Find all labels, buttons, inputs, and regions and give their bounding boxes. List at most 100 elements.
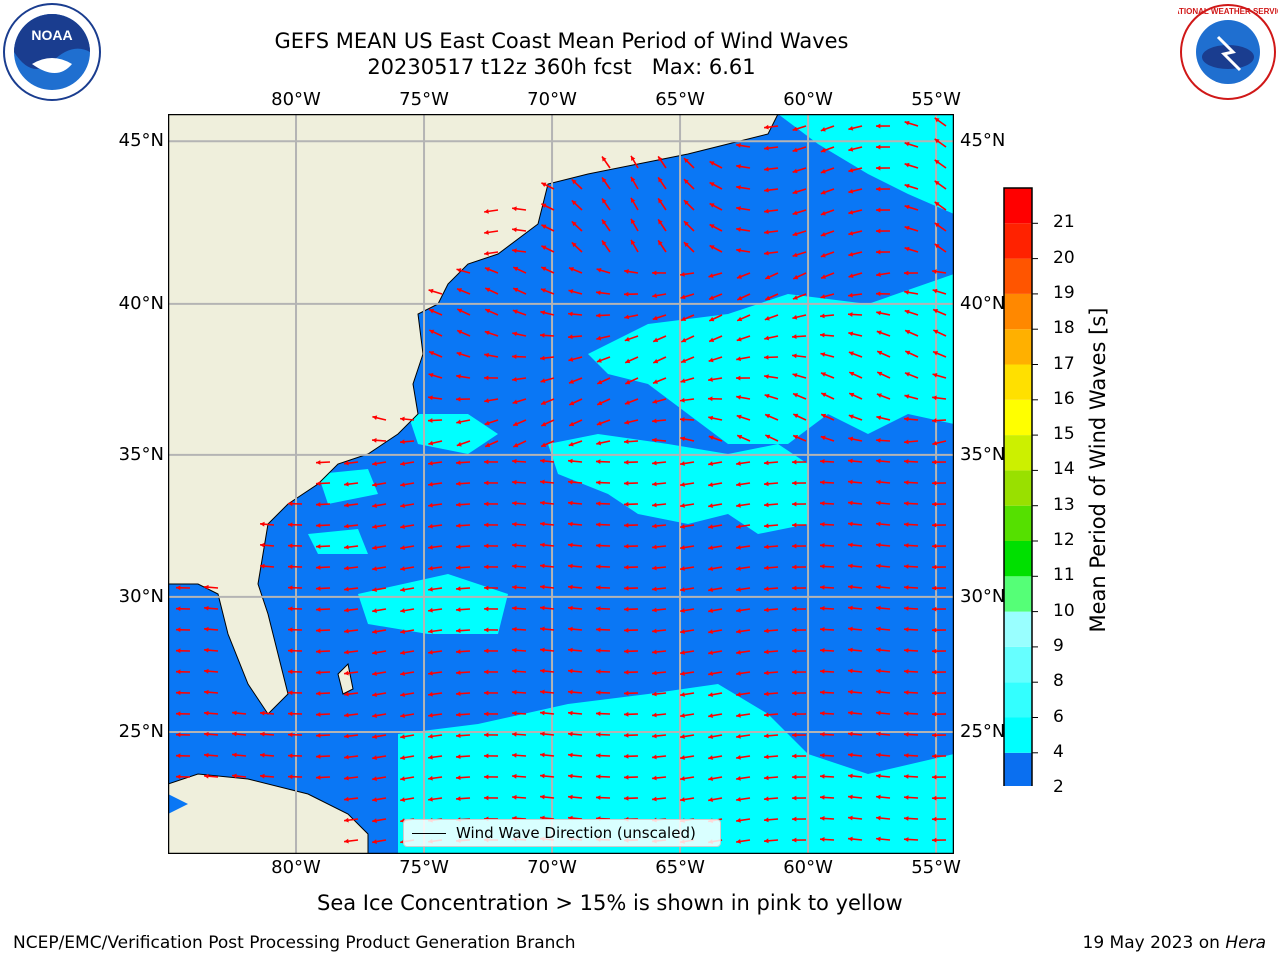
wave-arrow — [651, 437, 667, 443]
wave-arrow — [483, 606, 499, 612]
wave-arrow-head — [820, 501, 825, 506]
wave-arrow-head — [288, 690, 293, 696]
wave-arrow — [540, 398, 555, 406]
wave-arrow-head — [596, 585, 601, 590]
wave-arrow — [623, 585, 639, 591]
wave-arrow — [539, 605, 555, 611]
wave-arrow — [847, 500, 863, 506]
wave-arrow-head — [876, 249, 881, 255]
wave-arrow-head — [904, 270, 909, 276]
wave-arrow-head — [708, 435, 714, 441]
wave-arrow-head — [568, 542, 573, 548]
wave-arrow-head — [652, 649, 657, 655]
wave-arrow — [875, 668, 891, 674]
wave-arrow — [455, 691, 471, 697]
wave-arrow-head — [820, 168, 826, 174]
wave-arrow — [708, 503, 723, 509]
wave-arrow-head — [684, 242, 689, 247]
wave-arrow — [820, 392, 835, 400]
wave-arrow-head — [680, 461, 685, 466]
wave-arrow — [875, 228, 891, 234]
wave-arrow-head — [568, 441, 574, 447]
wave-arrow-head — [680, 587, 685, 592]
colorbar-tick-label: 14 — [1053, 459, 1075, 480]
wave-arrow — [484, 330, 499, 337]
wave-arrow-head — [456, 523, 461, 529]
wave-arrow-head — [372, 524, 377, 529]
wave-arrow-head — [624, 269, 629, 274]
wave-arrow — [456, 287, 471, 295]
wave-arrow — [763, 733, 779, 739]
wave-arrow — [400, 776, 415, 782]
colorbar-segment — [1004, 717, 1032, 753]
wave-arrow — [819, 774, 835, 779]
wave-arrow-head — [316, 691, 321, 696]
wave-arrow — [657, 197, 667, 211]
wave-arrow-head — [792, 606, 797, 612]
colorbar-frame — [1003, 187, 1033, 786]
footer-branch: NCEP/EMC/Verification Post Processing Pr… — [13, 933, 576, 953]
wave-arrow — [372, 650, 387, 655]
wave-arrow — [287, 627, 303, 633]
wave-arrow — [657, 176, 667, 190]
wave-arrow — [455, 754, 471, 760]
wave-arrow — [792, 314, 807, 320]
wave-arrow-head — [820, 522, 825, 527]
wave-arrow-head — [876, 228, 881, 234]
wave-arrow — [315, 565, 331, 570]
wave-arrow — [623, 711, 639, 717]
wave-arrow — [875, 542, 891, 548]
wave-arrow-head — [848, 479, 853, 485]
wave-arrow — [203, 710, 219, 716]
wave-arrow-head — [848, 584, 853, 590]
wave-arrow — [819, 690, 835, 695]
wave-arrow-head — [876, 815, 881, 821]
wave-arrow-head — [602, 177, 607, 183]
wave-arrow — [763, 607, 779, 613]
wave-arrow — [680, 755, 695, 760]
wave-arrow — [736, 206, 751, 211]
wave-arrow — [792, 125, 807, 132]
wave-arrow-head — [484, 606, 489, 612]
wave-arrow — [791, 816, 807, 822]
wave-arrow-head — [792, 480, 797, 486]
wave-arrow — [540, 310, 555, 316]
wave-arrow — [287, 669, 303, 675]
wave-arrow-head — [428, 460, 433, 466]
wave-arrow — [680, 314, 695, 322]
wave-arrow-head — [876, 415, 882, 421]
wave-arrow-head — [680, 482, 685, 487]
wave-arrow — [567, 563, 583, 569]
wave-arrow — [428, 460, 443, 466]
map-legend: Wind Wave Direction (unscaled) — [403, 819, 721, 847]
wave-arrow-head — [904, 204, 910, 210]
colorbar-tick-label: 21 — [1053, 212, 1075, 233]
wave-arrow-head — [876, 207, 881, 213]
wave-arrow-head — [708, 587, 713, 593]
wave-arrow — [203, 689, 219, 695]
wave-arrow-head — [344, 649, 349, 655]
wave-arrow — [708, 629, 723, 635]
wave-arrow — [848, 351, 863, 358]
wave-arrow-head — [764, 607, 769, 613]
wave-arrow — [203, 752, 219, 758]
wave-arrow — [259, 773, 275, 779]
colorbar-segment — [1004, 682, 1032, 718]
wave-arrow — [372, 713, 387, 718]
wave-arrow — [931, 522, 947, 528]
wave-arrow-head — [708, 797, 713, 803]
wave-arrow — [624, 269, 639, 274]
wave-arrow-head — [876, 710, 881, 716]
wave-arrow-head — [428, 586, 433, 592]
wave-arrow — [568, 356, 583, 362]
wave-arrow — [904, 372, 919, 379]
wave-arrow-head — [372, 713, 377, 718]
wave-arrow-head — [400, 713, 405, 719]
wave-arrow — [400, 566, 415, 572]
wave-arrow-head — [848, 689, 853, 695]
wave-arrow — [763, 649, 779, 655]
wave-arrow-head — [428, 565, 433, 571]
wave-arrow-head — [316, 628, 321, 633]
wave-arrow — [455, 649, 471, 655]
wave-arrow-head — [630, 155, 636, 161]
